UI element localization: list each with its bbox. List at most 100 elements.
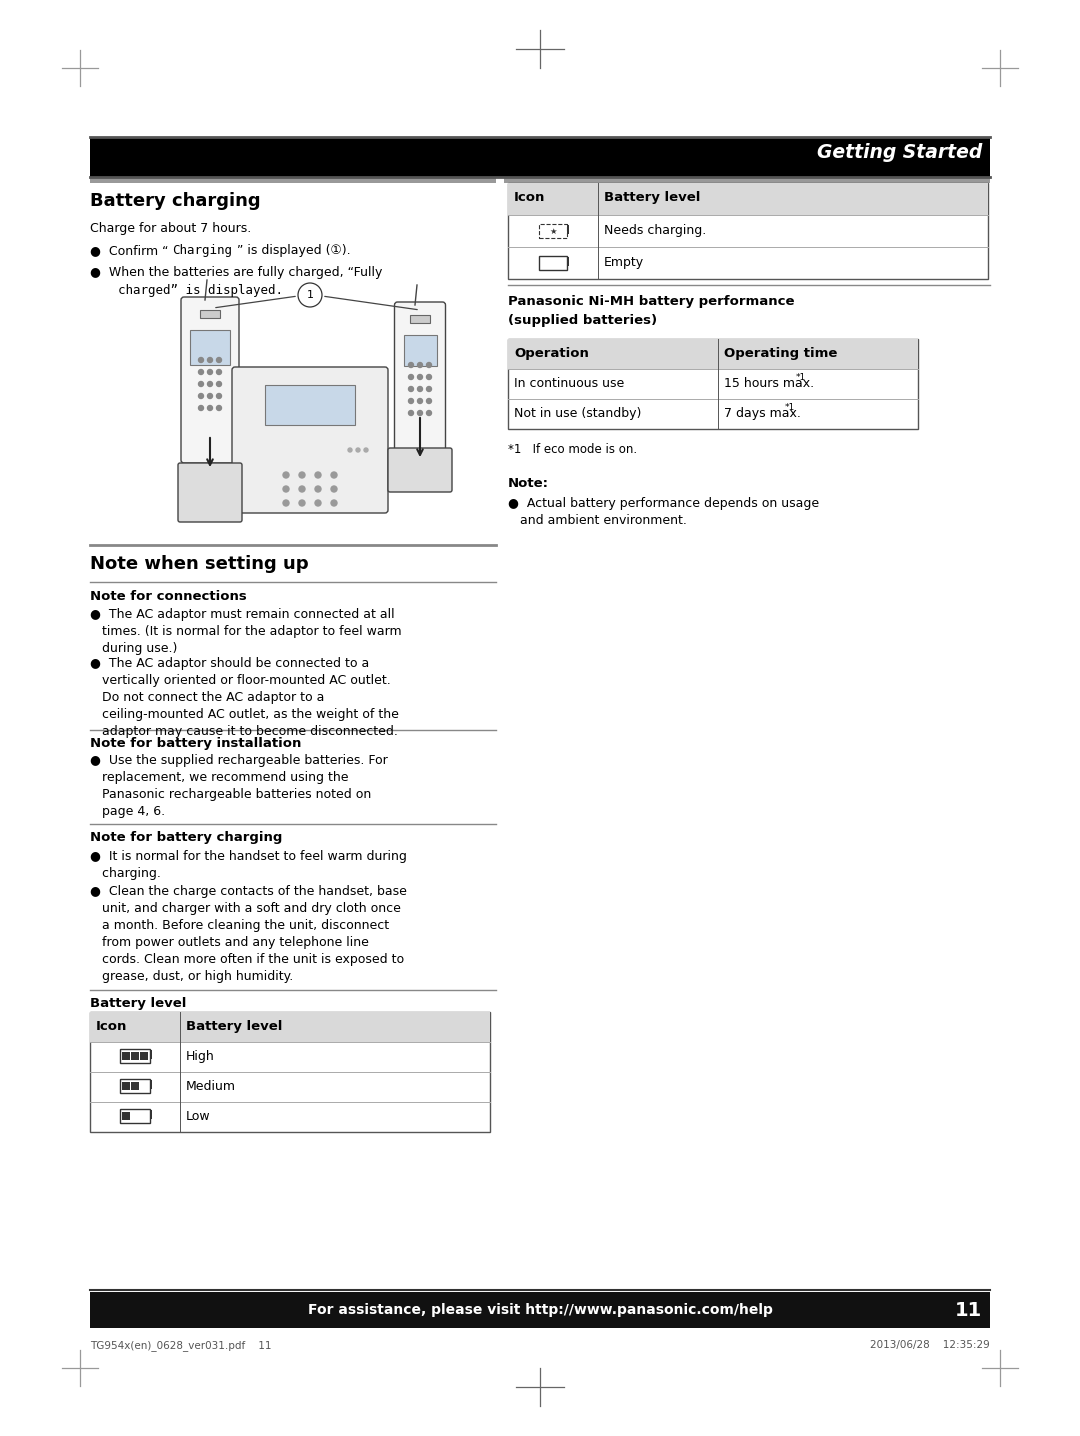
Text: 1: 1 (307, 290, 313, 300)
Circle shape (418, 399, 422, 404)
Bar (508, 339, 918, 429)
Circle shape (408, 386, 414, 392)
Circle shape (315, 472, 321, 478)
Circle shape (408, 362, 414, 368)
Text: Note for battery installation: Note for battery installation (90, 737, 301, 750)
Text: 7 days max.: 7 days max. (724, 406, 801, 419)
Circle shape (199, 369, 203, 375)
Circle shape (199, 405, 203, 411)
Text: Battery level: Battery level (90, 997, 187, 1010)
Bar (190, 330, 230, 365)
Circle shape (356, 448, 360, 452)
Text: Note when setting up: Note when setting up (90, 554, 309, 573)
Circle shape (207, 405, 213, 411)
Circle shape (330, 485, 337, 493)
Text: *1   If eco mode is on.: *1 If eco mode is on. (508, 442, 637, 457)
Bar (122, 1053, 130, 1060)
Circle shape (427, 375, 432, 379)
Text: Battery level: Battery level (186, 1020, 282, 1032)
Bar (508, 339, 918, 369)
Text: ●  The AC adaptor should be connected to a
   vertically oriented or floor-mount: ● The AC adaptor should be connected to … (90, 658, 399, 738)
Circle shape (199, 358, 203, 362)
Text: 15 hours max.: 15 hours max. (724, 378, 814, 391)
Circle shape (427, 411, 432, 415)
Text: charged” is displayed.: charged” is displayed. (118, 284, 283, 297)
FancyBboxPatch shape (232, 368, 388, 513)
Bar (508, 182, 988, 215)
Text: Charging: Charging (172, 244, 232, 257)
Bar (265, 385, 355, 425)
Text: ●  Confirm “: ● Confirm “ (90, 244, 168, 257)
Text: ” is displayed (①).: ” is displayed (①). (237, 244, 351, 257)
Text: ●  Actual battery performance depends on usage
   and ambient environment.: ● Actual battery performance depends on … (508, 497, 819, 527)
Bar (567, 225, 569, 234)
FancyBboxPatch shape (178, 462, 242, 523)
Bar (132, 1053, 138, 1060)
Text: ●  It is normal for the handset to feel warm during
   charging.: ● It is normal for the handset to feel w… (90, 850, 407, 880)
Bar (410, 314, 430, 323)
Text: ●  When the batteries are fully charged, “Fully: ● When the batteries are fully charged, … (90, 266, 382, 279)
Bar (90, 1012, 490, 1132)
Text: Empty: Empty (604, 256, 644, 269)
Text: *1: *1 (796, 373, 806, 382)
Circle shape (207, 393, 213, 399)
Circle shape (418, 362, 422, 368)
Text: Battery level: Battery level (604, 191, 700, 204)
Bar (120, 1050, 150, 1063)
Circle shape (418, 411, 422, 415)
Bar (539, 256, 567, 270)
Bar (132, 1083, 138, 1090)
Circle shape (427, 386, 432, 392)
Circle shape (207, 358, 213, 362)
Circle shape (427, 399, 432, 404)
Text: Panasonic Ni-MH battery performance: Panasonic Ni-MH battery performance (508, 294, 795, 307)
Text: Getting Started: Getting Started (816, 144, 982, 162)
FancyBboxPatch shape (394, 302, 446, 452)
Text: ●  Use the supplied rechargeable batteries. For
   replacement, we recommend usi: ● Use the supplied rechargeable batterie… (90, 754, 388, 819)
Bar (404, 335, 436, 366)
Circle shape (299, 500, 305, 505)
Circle shape (216, 405, 221, 411)
Circle shape (216, 382, 221, 386)
Text: Operating time: Operating time (724, 348, 837, 360)
Text: ★: ★ (550, 227, 557, 236)
Text: For assistance, please visit http://www.panasonic.com/help: For assistance, please visit http://www.… (308, 1302, 772, 1317)
Bar (90, 136, 990, 177)
Circle shape (330, 472, 337, 478)
Circle shape (348, 448, 352, 452)
Text: Medium: Medium (186, 1080, 237, 1093)
Bar (200, 310, 220, 317)
Bar (120, 1078, 150, 1093)
Bar (90, 1292, 990, 1328)
FancyBboxPatch shape (181, 297, 239, 462)
Text: In continuous use: In continuous use (514, 378, 624, 391)
Circle shape (298, 283, 322, 307)
Circle shape (408, 411, 414, 415)
Text: Icon: Icon (514, 191, 545, 204)
Circle shape (330, 500, 337, 505)
Circle shape (216, 393, 221, 399)
Text: 2013/06/28    12:35:29: 2013/06/28 12:35:29 (870, 1340, 990, 1350)
Bar (120, 1109, 150, 1123)
Circle shape (315, 500, 321, 505)
Bar (90, 1012, 490, 1043)
Bar (150, 1050, 152, 1058)
Text: Note:: Note: (508, 477, 549, 490)
Text: Operation: Operation (514, 348, 589, 360)
Circle shape (299, 485, 305, 493)
Text: Note for battery charging: Note for battery charging (90, 831, 282, 844)
FancyBboxPatch shape (388, 448, 453, 493)
Circle shape (315, 485, 321, 493)
Text: Battery charging: Battery charging (90, 192, 260, 210)
Circle shape (216, 369, 221, 375)
Bar (140, 1053, 148, 1060)
Circle shape (216, 358, 221, 362)
Text: TG954x(en)_0628_ver031.pdf    11: TG954x(en)_0628_ver031.pdf 11 (90, 1340, 271, 1351)
Circle shape (408, 375, 414, 379)
Bar (150, 1080, 152, 1088)
Text: 11: 11 (955, 1301, 982, 1320)
Bar (150, 1110, 152, 1119)
Bar (539, 224, 567, 238)
Bar (90, 177, 496, 182)
Bar (122, 1083, 130, 1090)
